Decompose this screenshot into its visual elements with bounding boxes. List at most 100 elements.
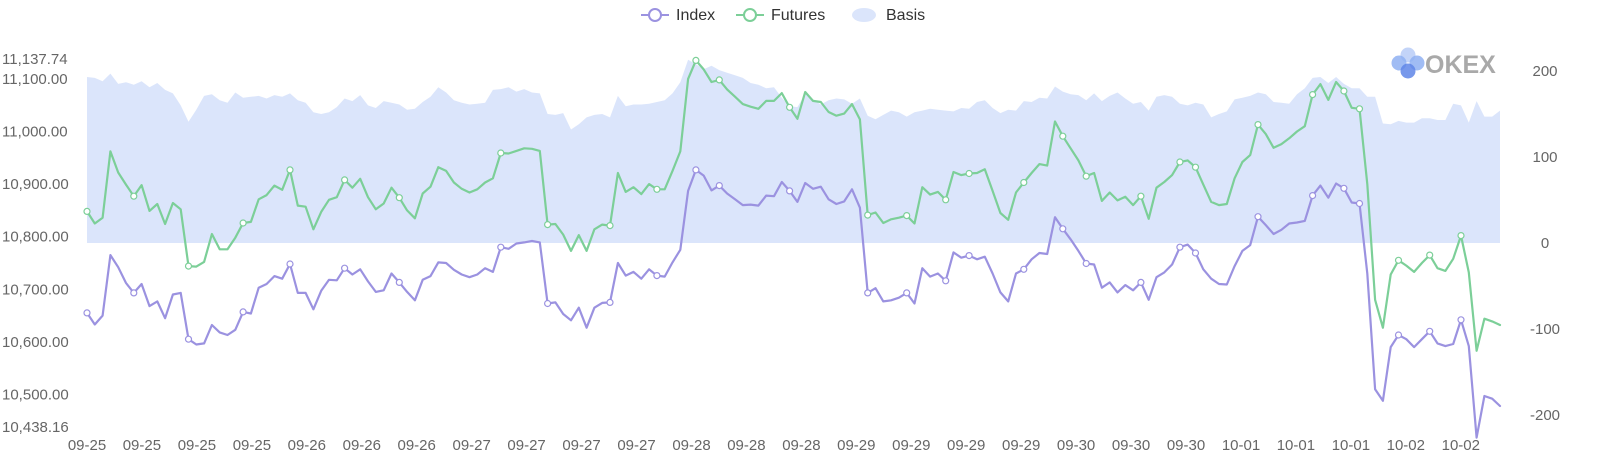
series-index-point[interactable] bbox=[1020, 265, 1028, 273]
series-futures-point[interactable] bbox=[497, 149, 505, 157]
series-futures-point[interactable] bbox=[965, 169, 973, 178]
series-futures-point[interactable] bbox=[1340, 87, 1348, 95]
series-index-point[interactable] bbox=[395, 278, 403, 286]
series-index-point[interactable] bbox=[239, 308, 247, 316]
series-index-point[interactable] bbox=[1191, 249, 1200, 257]
series-futures-point[interactable] bbox=[1137, 192, 1145, 200]
series-index-point[interactable] bbox=[184, 335, 193, 343]
y-left-tick-label: 10,900.00 bbox=[2, 176, 69, 193]
series-futures-point[interactable] bbox=[1176, 158, 1184, 166]
x-tick-label: 09-30 bbox=[1167, 437, 1205, 454]
series-futures-point[interactable] bbox=[184, 262, 193, 270]
series-futures-point[interactable] bbox=[1426, 251, 1434, 259]
y-right-tick-label: 0 bbox=[1541, 235, 1549, 252]
series-index-point[interactable] bbox=[715, 182, 723, 190]
legend: Index Futures Basis bbox=[641, 7, 925, 24]
series-futures-point[interactable] bbox=[1394, 256, 1403, 264]
series-index-line bbox=[85, 168, 1502, 439]
series-index-point[interactable] bbox=[692, 166, 700, 174]
y-left-tick-label: 11,000.00 bbox=[2, 124, 68, 141]
legend-item-basis[interactable]: Basis bbox=[852, 7, 925, 24]
series-futures-point[interactable] bbox=[1020, 178, 1028, 187]
x-tick-label: 09-25 bbox=[123, 437, 161, 454]
series-futures-point[interactable] bbox=[692, 56, 700, 65]
series-futures-point[interactable] bbox=[785, 103, 794, 111]
series-futures-point[interactable] bbox=[1082, 172, 1090, 180]
series-index-point[interactable] bbox=[785, 187, 794, 195]
series-futures-point[interactable] bbox=[903, 212, 911, 220]
series-futures-point[interactable] bbox=[942, 196, 950, 204]
legend-item-index[interactable]: Index bbox=[641, 7, 715, 24]
series-futures-point[interactable] bbox=[715, 76, 723, 84]
series-index-point[interactable] bbox=[965, 252, 973, 260]
x-tick-label: 09-28 bbox=[727, 437, 765, 454]
x-tick-label: 09-26 bbox=[398, 437, 436, 454]
x-tick-label: 09-26 bbox=[343, 437, 381, 454]
series-futures-point[interactable] bbox=[341, 176, 349, 184]
series-futures-point[interactable] bbox=[1254, 120, 1262, 129]
y-left-tick-label: 10,500.00 bbox=[2, 387, 69, 404]
series-index-point[interactable] bbox=[653, 272, 661, 280]
legend-label: Basis bbox=[886, 7, 925, 24]
logo-dot bbox=[1400, 63, 1416, 79]
y-right-tick-label: -100 bbox=[1530, 321, 1560, 338]
series-futures-point[interactable] bbox=[1308, 90, 1317, 99]
y-left-max-label: 11,137.74 bbox=[2, 51, 68, 68]
series-index-point[interactable] bbox=[1426, 327, 1434, 335]
x-tick-label: 09-29 bbox=[947, 437, 985, 454]
legend-swatch-marker bbox=[648, 8, 662, 22]
series-index-point[interactable] bbox=[543, 299, 552, 308]
x-tick-label: 09-26 bbox=[288, 437, 326, 454]
y-left-tick-label: 11,100.00 bbox=[2, 71, 68, 88]
series-futures-point[interactable] bbox=[1059, 132, 1067, 140]
series-index-point[interactable] bbox=[1059, 225, 1067, 233]
series-index-point[interactable] bbox=[83, 309, 91, 317]
series-futures-point[interactable] bbox=[864, 211, 872, 219]
x-tick-label: 09-28 bbox=[782, 437, 820, 454]
y-left-tick-label: 10,800.00 bbox=[2, 229, 69, 246]
legend-swatch bbox=[852, 8, 876, 22]
series-index-point[interactable] bbox=[1457, 316, 1465, 324]
series-index-point[interactable] bbox=[1176, 243, 1184, 251]
x-tick-label: 10-01 bbox=[1222, 437, 1260, 454]
series-index-point[interactable] bbox=[1254, 213, 1262, 221]
series-futures-point[interactable] bbox=[543, 221, 552, 229]
series-index-point[interactable] bbox=[903, 289, 911, 297]
series-index-point[interactable] bbox=[942, 277, 950, 285]
y-left-tick-label: 10,700.00 bbox=[2, 281, 69, 298]
okex-logo: OKEX bbox=[1391, 47, 1496, 79]
series-futures-point[interactable] bbox=[286, 166, 294, 174]
y-left-min-label: 10,438.16 bbox=[2, 419, 69, 436]
series-index-point[interactable] bbox=[497, 243, 505, 251]
series-index-point[interactable] bbox=[286, 260, 294, 268]
x-tick-label: 09-29 bbox=[1002, 437, 1040, 454]
x-tick-label: 10-01 bbox=[1277, 437, 1315, 454]
y-right-tick-label: 100 bbox=[1532, 149, 1557, 166]
series-index-point[interactable] bbox=[606, 298, 614, 306]
x-tick-label: 09-27 bbox=[507, 437, 545, 454]
x-axis: 09-25 09-25 09-25 09-25 09-26 09-26 09-26 09-27… bbox=[68, 437, 1480, 454]
series-futures-point[interactable] bbox=[395, 194, 403, 202]
logo-text: OKEX bbox=[1425, 51, 1496, 79]
series-index-point[interactable] bbox=[130, 289, 138, 297]
series-futures-point[interactable] bbox=[83, 207, 91, 215]
series-futures-point[interactable] bbox=[239, 219, 247, 227]
series-index-point[interactable] bbox=[1308, 192, 1317, 200]
legend-item-futures[interactable]: Futures bbox=[736, 7, 825, 24]
series-index-point[interactable] bbox=[1340, 184, 1348, 192]
series-index-point[interactable] bbox=[1394, 331, 1403, 339]
legend-label: Futures bbox=[771, 7, 825, 24]
series-futures-point[interactable] bbox=[1355, 105, 1364, 113]
series-index-point[interactable] bbox=[1137, 278, 1145, 286]
series-futures-point[interactable] bbox=[1457, 232, 1465, 240]
series-futures-point[interactable] bbox=[1191, 163, 1200, 171]
series-index-point[interactable] bbox=[1355, 199, 1364, 208]
series-index-point[interactable] bbox=[1082, 259, 1090, 268]
series-markers-layer bbox=[83, 56, 1465, 343]
series-futures-point[interactable] bbox=[130, 192, 138, 200]
series-futures-point[interactable] bbox=[653, 185, 661, 193]
series-index-point[interactable] bbox=[341, 264, 349, 272]
series-index-point[interactable] bbox=[864, 289, 872, 297]
series-futures-point[interactable] bbox=[606, 222, 614, 230]
